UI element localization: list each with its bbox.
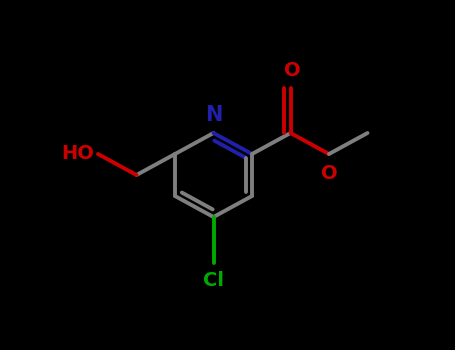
Text: Cl: Cl: [203, 271, 224, 290]
Text: O: O: [284, 61, 301, 80]
Text: O: O: [321, 164, 337, 183]
Text: HO: HO: [61, 145, 95, 163]
Text: N: N: [206, 105, 223, 125]
